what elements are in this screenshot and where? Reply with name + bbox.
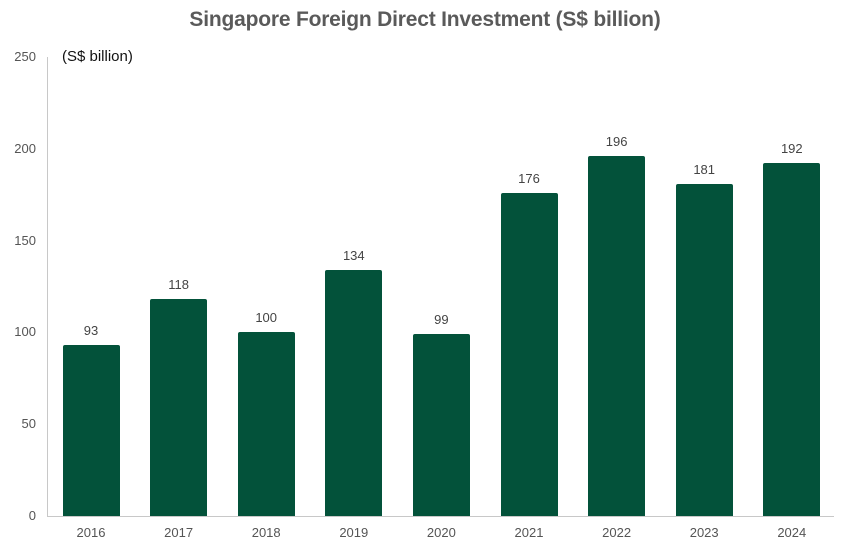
- x-tick-label: 2024: [777, 525, 807, 540]
- x-tick-label: 2023: [689, 525, 719, 540]
- data-label: 118: [168, 277, 189, 293]
- data-label: 100: [255, 310, 278, 326]
- bar-2017: [150, 299, 208, 516]
- data-label: 176: [518, 170, 540, 186]
- y-axis-line: [47, 57, 48, 517]
- bar-2016: [62, 345, 120, 516]
- x-tick-label: 2021: [514, 525, 544, 540]
- y-tick-label: 100: [14, 324, 36, 340]
- x-tick-label: 2020: [426, 525, 456, 540]
- bar-2020: [412, 334, 470, 516]
- x-axis-line: [47, 516, 834, 517]
- x-tick-label: 2018: [251, 525, 281, 540]
- data-label: 93: [83, 323, 99, 339]
- chart-title: Singapore Foreign Direct Investment (S$ …: [189, 8, 661, 31]
- x-tick-label: 2017: [164, 525, 194, 540]
- bar-2021: [500, 192, 558, 516]
- y-tick-label: 150: [14, 232, 36, 248]
- x-tick-label: 2019: [339, 525, 369, 540]
- data-label: 99: [434, 312, 449, 328]
- data-label: 134: [342, 247, 365, 263]
- unit-label: (S$ billion): [62, 48, 133, 65]
- y-tick-label: 0: [28, 508, 36, 523]
- data-label: 192: [780, 141, 803, 157]
- x-tick-label: 2016: [76, 525, 106, 540]
- y-tick-label: 50: [21, 416, 36, 432]
- bar-2018: [237, 332, 295, 516]
- bar-2024: [763, 163, 821, 516]
- y-tick-label: 250: [14, 49, 36, 64]
- bar-2019: [325, 269, 383, 516]
- data-label: 181: [693, 161, 716, 177]
- y-tick-label: 200: [14, 140, 36, 156]
- bar-2022: [588, 156, 646, 516]
- data-label: 196: [605, 134, 628, 150]
- x-tick-label: 2022: [602, 525, 632, 540]
- bar-2023: [675, 183, 733, 516]
